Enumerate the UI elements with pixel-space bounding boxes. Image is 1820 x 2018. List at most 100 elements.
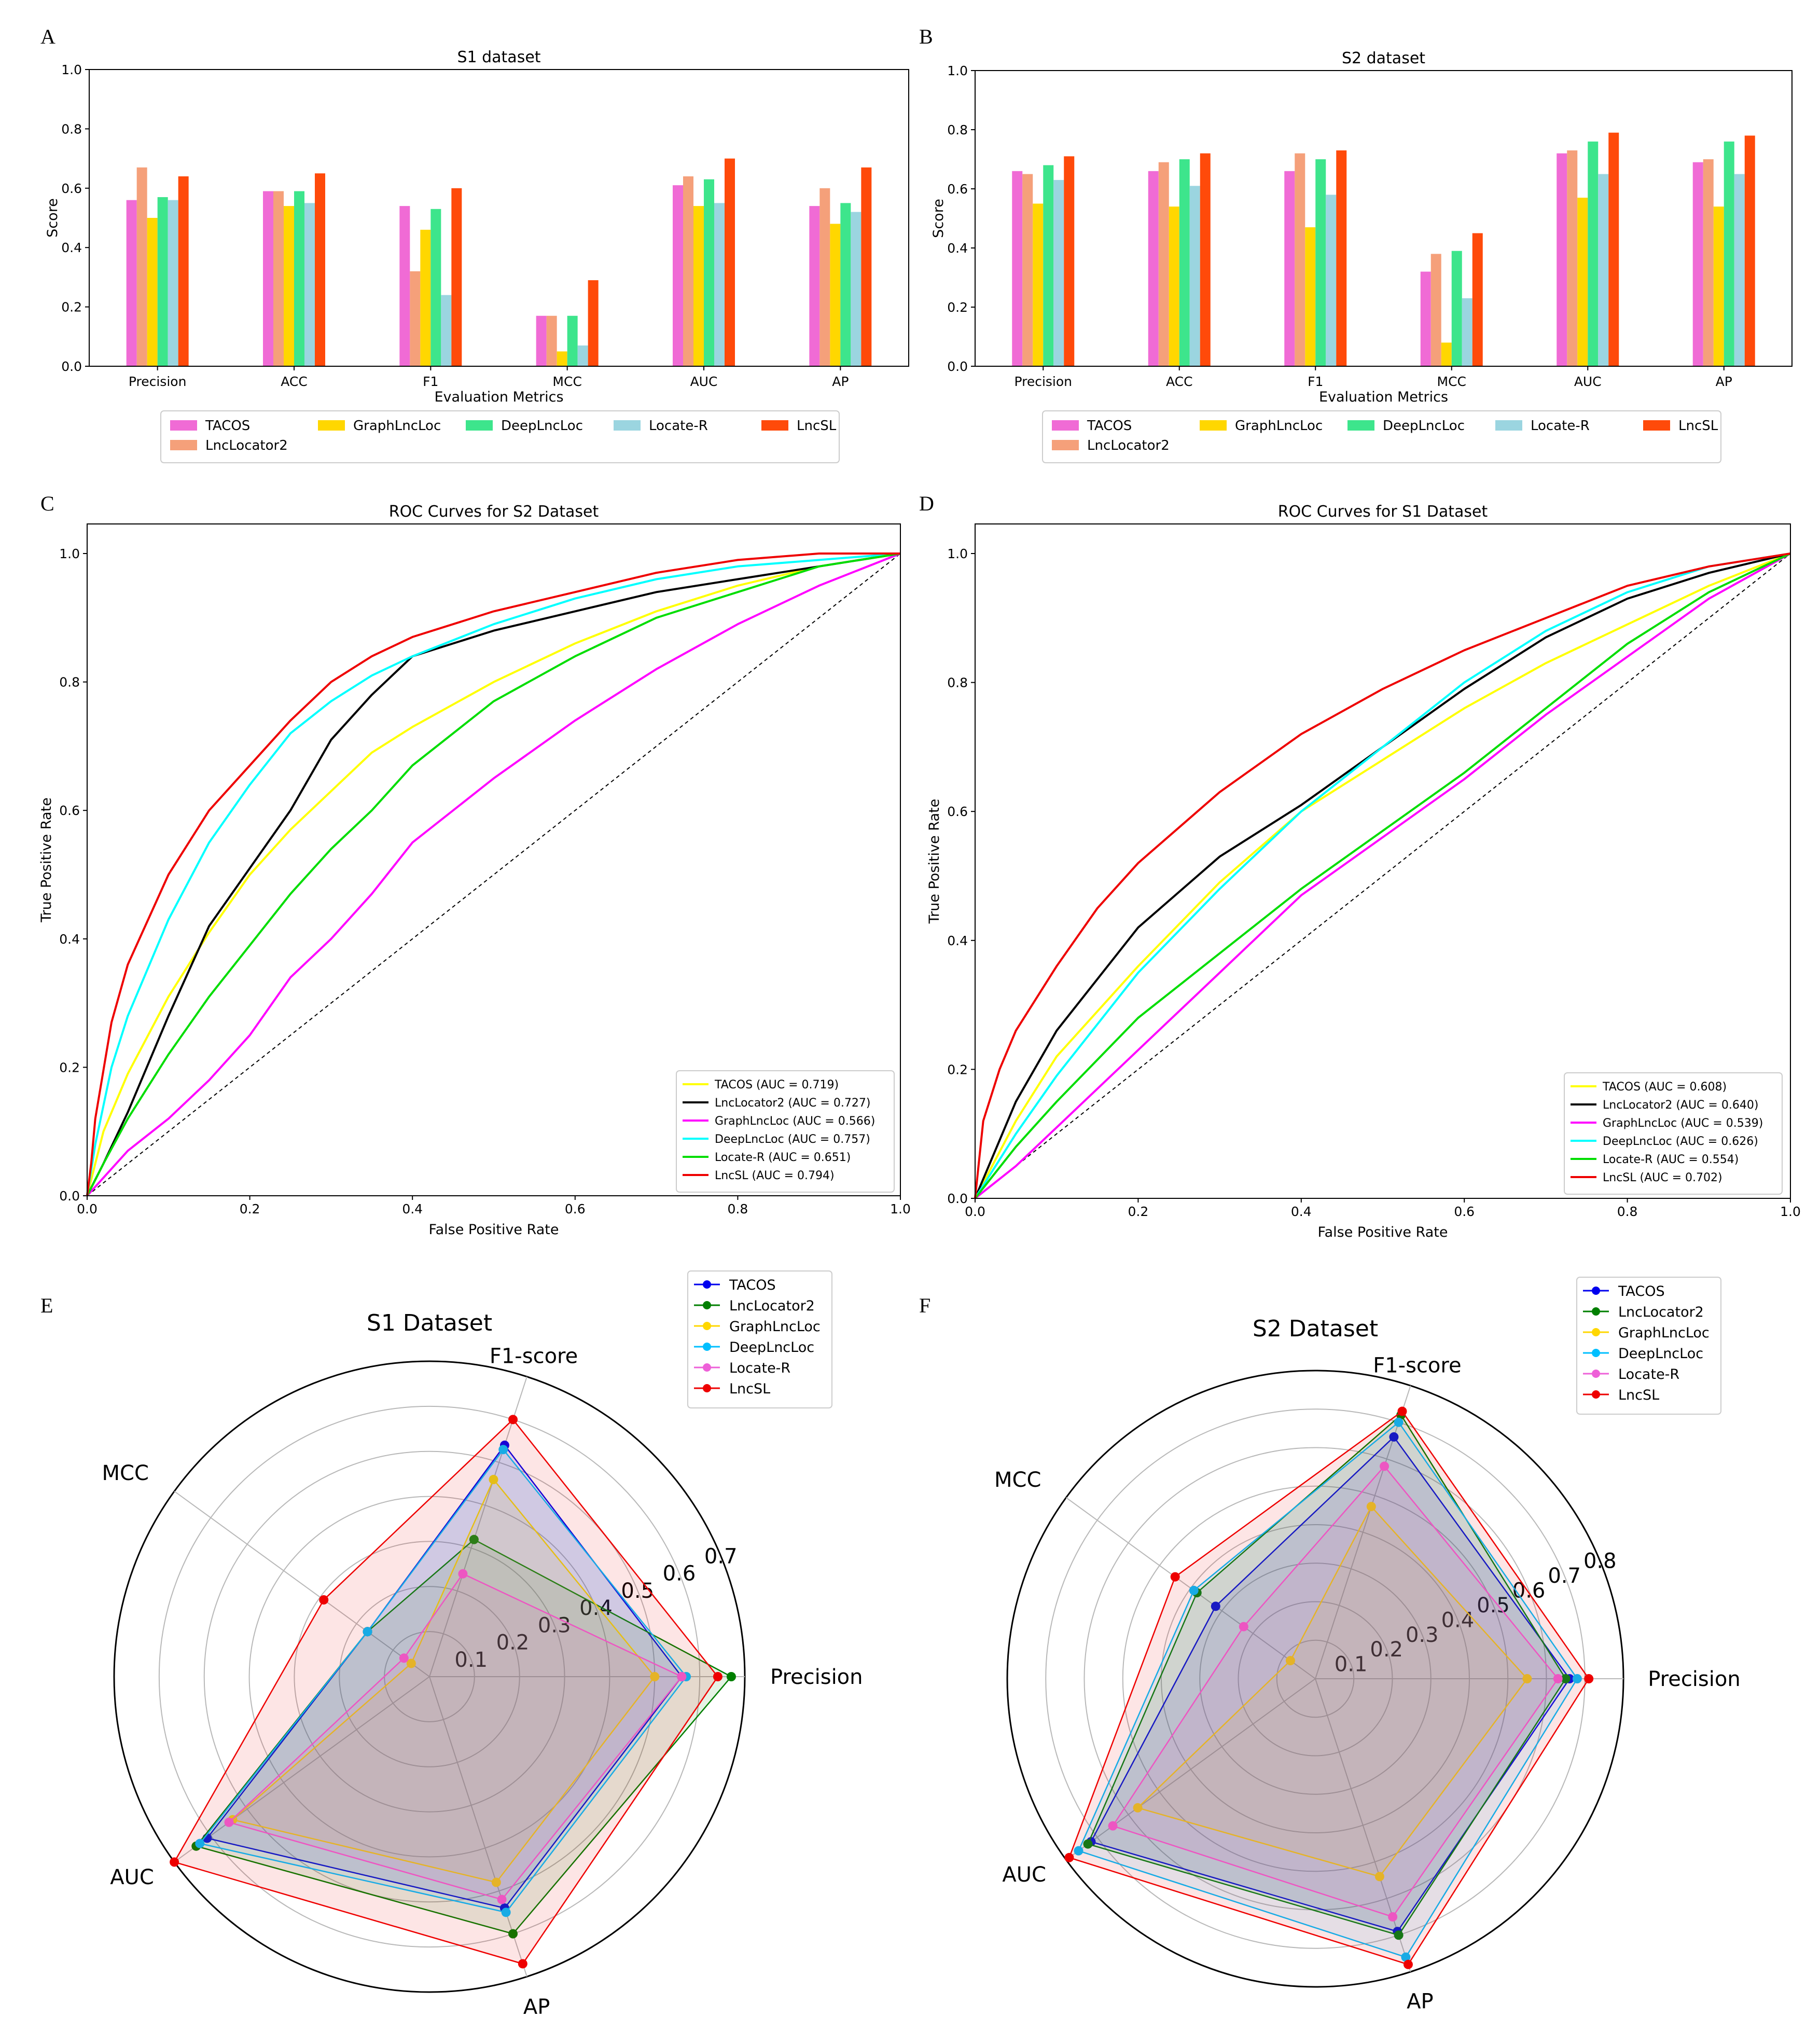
x-tick-label: 0.0 bbox=[965, 1204, 985, 1219]
legend-label-locate-r: Locate-R bbox=[1531, 418, 1590, 434]
chart-title: S1 Dataset bbox=[367, 1310, 492, 1336]
y-tick-label: 0.0 bbox=[61, 359, 82, 374]
y-axis-label: Score bbox=[45, 198, 61, 238]
chart-title: ROC Curves for S2 Dataset bbox=[389, 503, 599, 521]
x-tick-label: 0.6 bbox=[565, 1201, 586, 1217]
bar-graphlncloc bbox=[693, 206, 704, 366]
roc-curve-graphlncloc bbox=[974, 552, 1791, 1199]
legend-label-lnclocator2: LncLocator2 bbox=[1618, 1304, 1704, 1320]
legend-label-deeplncloc: DeepLncLoc (AUC = 0.626) bbox=[1603, 1135, 1758, 1148]
legend-label-graphlncloc: GraphLncLoc bbox=[353, 418, 441, 434]
radial-tick-label: 0.4 bbox=[579, 1596, 613, 1620]
radar-point-deeplncloc bbox=[1189, 1585, 1199, 1595]
radar-point-lncsl bbox=[508, 1415, 518, 1425]
radar-point-graphlncloc bbox=[1374, 1872, 1384, 1882]
legend-label-deeplncloc: DeepLncLoc bbox=[1618, 1346, 1703, 1362]
legend-label-tacos: TACOS bbox=[1618, 1283, 1665, 1300]
bar-tacos bbox=[1284, 171, 1295, 366]
roc-curve-graphlncloc bbox=[86, 552, 901, 1197]
legend-label-locate-r: Locate-R bbox=[1618, 1366, 1679, 1383]
legend-label-graphlncloc: GraphLncLoc (AUC = 0.566) bbox=[715, 1115, 875, 1128]
legend-label-lncsl: LncSL bbox=[1618, 1387, 1659, 1403]
y-tick-label: 0.8 bbox=[61, 121, 82, 136]
legend-swatch-locate-r bbox=[614, 420, 641, 431]
roc-curve-lncsl bbox=[86, 552, 900, 1196]
legend-marker-tacos bbox=[703, 1280, 711, 1289]
x-tick-label: MCC bbox=[1437, 374, 1466, 389]
legend-box bbox=[687, 1270, 832, 1408]
legend-label-deeplncloc: DeepLncLoc bbox=[1383, 418, 1465, 434]
radar-point-lncsl bbox=[1403, 1959, 1413, 1969]
y-tick-label: 1.0 bbox=[947, 63, 968, 78]
radar-point-graphlncloc bbox=[650, 1672, 660, 1681]
radar-area-graphlncloc bbox=[1136, 1505, 1529, 1877]
legend-swatch-tacos bbox=[1052, 420, 1079, 431]
y-tick-label: 0.2 bbox=[947, 300, 968, 315]
legend-marker-locate-r bbox=[703, 1363, 711, 1372]
spoke bbox=[429, 1676, 527, 1977]
bar-lncsl bbox=[1200, 153, 1211, 366]
plot-frame bbox=[87, 523, 901, 1196]
y-tick-label: 0.0 bbox=[947, 1191, 968, 1206]
radar-point-locate-r bbox=[497, 1895, 507, 1904]
legend-marker-lnclocator2 bbox=[703, 1301, 711, 1309]
legend-box bbox=[676, 1070, 895, 1193]
radar-point-deeplncloc bbox=[1572, 1674, 1582, 1683]
legend-swatch-lnclocator2 bbox=[1052, 440, 1079, 450]
x-tick-label: 0.2 bbox=[240, 1201, 260, 1217]
bar-deeplncloc bbox=[1451, 251, 1462, 366]
bar-tacos bbox=[1557, 153, 1567, 366]
radar-area-locate-r bbox=[228, 1573, 683, 1901]
radar-point-graphlncloc bbox=[1366, 1502, 1376, 1512]
radial-tick-label: 0.7 bbox=[1548, 1564, 1581, 1588]
radar-point-graphlncloc bbox=[406, 1658, 416, 1668]
x-tick-label: MCC bbox=[552, 374, 581, 389]
legend-label-tacos: TACOS bbox=[1087, 418, 1132, 434]
radar-chart-s1: S1 Dataset 0.1 0.2 0.3 0.4 0.5 0.6 0.7 Precision… bbox=[102, 1270, 863, 2018]
y-tick-label: 0.6 bbox=[59, 803, 80, 818]
legend-label-deeplncloc: DeepLncLoc bbox=[729, 1339, 814, 1356]
axis-label-mcc: MCC bbox=[102, 1461, 149, 1485]
bar-chart-s1: S1 dataset 0.0 0.2 0.4 0.6 0.8 1.0 Precision ACC… bbox=[45, 48, 909, 463]
bar-locate-r bbox=[1326, 195, 1337, 366]
axis-label-mcc: MCC bbox=[994, 1468, 1041, 1492]
x-tick-label: 0.2 bbox=[1128, 1204, 1149, 1219]
legend-label-locate-r: Locate-R (AUC = 0.554) bbox=[1603, 1153, 1739, 1166]
radar-point-locate-r bbox=[1380, 1461, 1390, 1471]
bar-graphlncloc bbox=[1577, 198, 1588, 366]
radar-point-locate-r bbox=[1239, 1622, 1248, 1632]
chance-line bbox=[975, 553, 1791, 1199]
bar-lnclocator2 bbox=[1158, 162, 1169, 366]
bar-graphlncloc bbox=[420, 229, 431, 366]
y-tick-label: 0.6 bbox=[947, 804, 968, 819]
bar-lncsl bbox=[1608, 132, 1619, 366]
bar-lncsl bbox=[725, 158, 735, 366]
y-tick-label: 0.6 bbox=[947, 182, 968, 197]
legend-label-graphlncloc: GraphLncLoc bbox=[1235, 418, 1323, 434]
chance-line bbox=[87, 553, 901, 1196]
radar-point-deeplncloc bbox=[501, 1908, 511, 1917]
y-axis-label: True Positive Rate bbox=[926, 799, 942, 924]
bar-graphlncloc bbox=[147, 218, 158, 366]
bar-graphlncloc bbox=[830, 224, 841, 366]
radial-tick-label: 0.3 bbox=[1406, 1623, 1439, 1647]
x-tick-label: ACC bbox=[281, 374, 308, 389]
bar-deeplncloc bbox=[1315, 159, 1326, 366]
radar-chart-s2: S2 Dataset0.10.20.30.40.50.60.70.8Precis… bbox=[994, 1277, 1741, 2013]
legend-label-lnclocator2: LncLocator2 bbox=[1087, 438, 1170, 453]
y-tick-label: 0.8 bbox=[947, 675, 968, 690]
legend-box bbox=[1564, 1072, 1783, 1195]
bar-lncsl bbox=[588, 280, 599, 366]
radial-tick-label: 0.6 bbox=[1512, 1579, 1546, 1603]
bar-lncsl bbox=[178, 176, 189, 366]
x-tick-label: 0.8 bbox=[1617, 1204, 1638, 1219]
radial-tick-label: 0.2 bbox=[496, 1631, 530, 1655]
bar-graphlncloc bbox=[284, 206, 294, 366]
x-tick-label: 1.0 bbox=[1780, 1204, 1801, 1219]
bar-lncsl bbox=[1336, 150, 1347, 366]
legend-swatch-lncsl bbox=[1643, 420, 1670, 431]
legend-marker-lncsl bbox=[1592, 1390, 1600, 1399]
axis-label-auc: AUC bbox=[110, 1865, 154, 1889]
legend-label-deeplncloc: DeepLncLoc bbox=[501, 418, 583, 434]
x-axis-label: False Positive Rate bbox=[429, 1222, 559, 1238]
